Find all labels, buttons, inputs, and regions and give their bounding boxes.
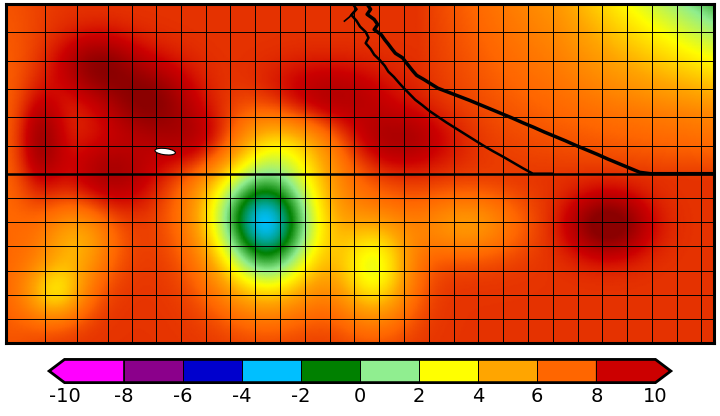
Polygon shape <box>183 359 242 383</box>
Ellipse shape <box>155 148 176 155</box>
Text: 8: 8 <box>590 387 603 406</box>
Polygon shape <box>537 359 596 383</box>
Polygon shape <box>419 359 478 383</box>
Text: -6: -6 <box>173 387 192 406</box>
Text: -8: -8 <box>114 387 133 406</box>
Polygon shape <box>596 359 671 383</box>
Polygon shape <box>242 359 301 383</box>
Text: 10: 10 <box>643 387 667 406</box>
Polygon shape <box>478 359 537 383</box>
Polygon shape <box>301 359 360 383</box>
Text: 0: 0 <box>354 387 366 406</box>
Text: 2: 2 <box>413 387 426 406</box>
Polygon shape <box>49 359 124 383</box>
Polygon shape <box>360 359 419 383</box>
Text: 6: 6 <box>531 387 544 406</box>
Text: -10: -10 <box>49 387 81 406</box>
Text: 4: 4 <box>472 387 485 406</box>
Polygon shape <box>124 359 183 383</box>
Text: -2: -2 <box>291 387 310 406</box>
Text: -4: -4 <box>232 387 251 406</box>
